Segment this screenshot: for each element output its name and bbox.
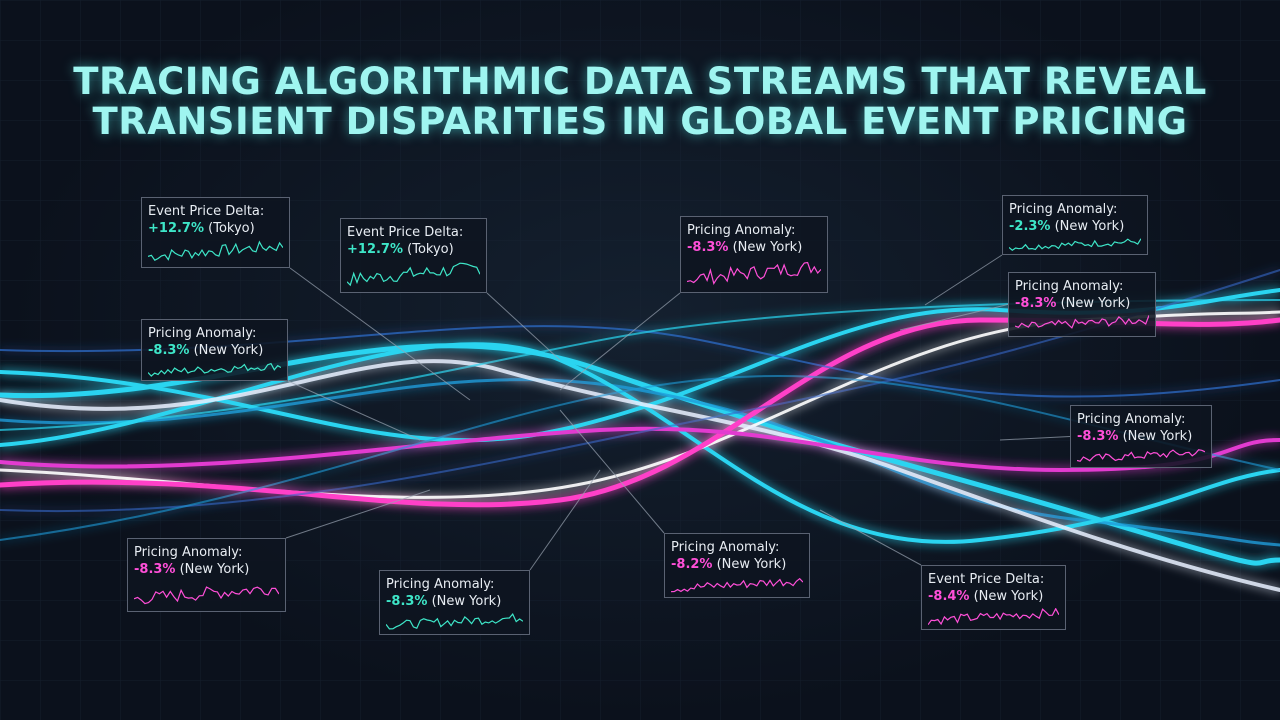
leader-line [486,292,561,361]
callout-label: Event Price Delta: [928,572,1045,587]
leader-line [287,380,421,441]
sparkline [1009,238,1141,251]
sparkline-path [1077,449,1205,462]
sparkline-path [687,261,821,286]
sparkline-path [928,608,1059,626]
leader-line [559,292,681,391]
callout-value: -8.2% [671,557,713,572]
callout: Pricing Anomaly: -8.3% (New York) [680,216,828,293]
leader-line [924,254,1003,306]
callout: Event Price Delta: +12.7% (Tokyo) [340,218,487,293]
callout: Pricing Anomaly: -8.3% (New York) [1008,272,1156,337]
callout-label: Pricing Anomaly: [1009,202,1118,217]
callout-location: (New York) [1054,219,1125,234]
callout-location: (New York) [193,343,264,358]
callout: Pricing Anomaly: -8.2% (New York) [664,533,810,598]
sparkline [687,261,821,286]
callout: Pricing Anomaly: -8.3% (New York) [127,538,286,612]
leader-line [819,509,922,566]
sparkline [134,586,279,605]
sparkline [148,240,283,261]
callout-location: (Tokyo) [208,221,255,236]
callout: Event Price Delta: -8.4% (New York) [921,565,1066,630]
sparkline-path [671,577,803,593]
callout-label: Pricing Anomaly: [148,326,257,341]
callout-location: (New York) [716,557,787,572]
callout-location: (New York) [179,562,250,577]
callout-label: Pricing Anomaly: [671,540,780,555]
callout-label: Pricing Anomaly: [1077,412,1186,427]
leader-line [529,469,601,571]
callout-label: Pricing Anomaly: [1015,279,1124,294]
callout-value: -8.3% [687,240,729,255]
callout-label: Event Price Delta: [347,225,464,240]
title-line: TRACING ALGORITHMIC DATA STREAMS THAT RE… [73,60,1207,103]
leader-line [999,436,1071,441]
title-line: TRANSIENT DISPARITIES IN GLOBAL EVENT PR… [92,100,1188,143]
sparkline [148,362,281,377]
callout-value: +12.7% [347,242,403,257]
sparkline [671,577,803,593]
leader-line [289,267,471,401]
callout-location: (New York) [973,589,1044,604]
sparkline-path [1015,315,1149,329]
sparkline-path [1009,238,1141,251]
sparkline [928,608,1059,626]
sparkline-path [148,362,281,377]
callout-label: Pricing Anomaly: [687,223,796,238]
callout-label: Event Price Delta: [148,204,265,219]
callout: Pricing Anomaly: -2.3% (New York) [1002,195,1148,255]
callout: Event Price Delta: +12.7% (Tokyo) [141,197,290,268]
sparkline-path [148,240,283,261]
sparkline-path [347,262,480,287]
callout-value: -2.3% [1009,219,1051,234]
callout: Pricing Anomaly: -8.3% (New York) [1070,405,1212,468]
callout-location: (New York) [431,594,502,609]
callout-value: -8.3% [1077,429,1119,444]
callout-location: (New York) [1122,429,1193,444]
callout-label: Pricing Anomaly: [134,545,243,560]
sparkline-path [134,586,279,605]
callout: Pricing Anomaly: -8.3% (New York) [141,319,288,381]
callout-value: -8.3% [1015,296,1057,311]
callout-location: (Tokyo) [407,242,454,257]
leader-line [899,304,1009,331]
sparkline [347,262,480,287]
callout-label: Pricing Anomaly: [386,577,495,592]
leader-line [559,409,665,534]
callout-value: -8.4% [928,589,970,604]
sparkline [386,613,523,630]
callout: Pricing Anomaly: -8.3% (New York) [379,570,530,635]
sparkline-path [386,613,523,630]
leader-line [285,489,431,539]
callout-value: -8.3% [148,343,190,358]
callout-value: -8.3% [386,594,428,609]
sparkline [1015,315,1149,329]
sparkline [1077,449,1205,462]
callout-location: (New York) [1060,296,1131,311]
callout-location: (New York) [732,240,803,255]
callout-value: -8.3% [134,562,176,577]
callout-value: +12.7% [148,221,204,236]
